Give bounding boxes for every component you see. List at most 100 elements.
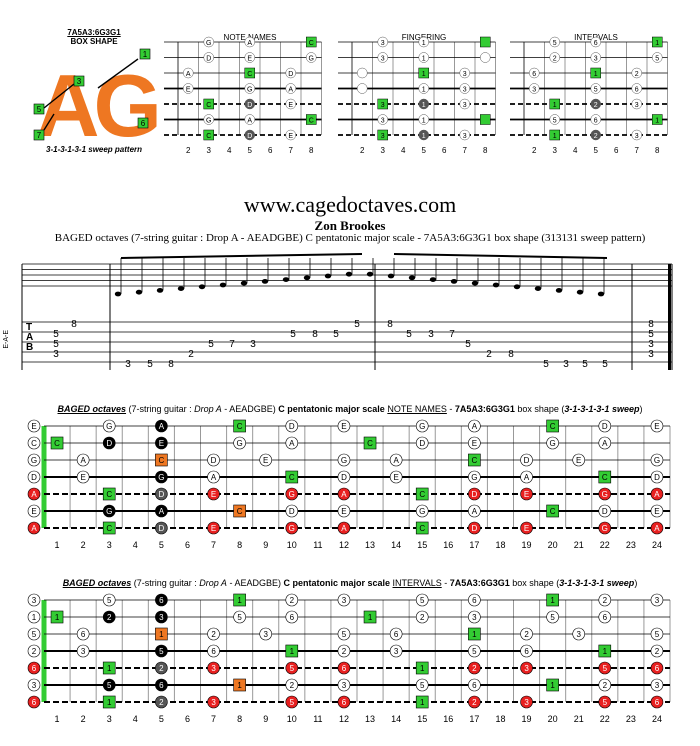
note-marker (415, 504, 429, 518)
mini-label: D (206, 56, 211, 63)
note-marker (233, 436, 246, 450)
note-marker (468, 695, 481, 709)
note-marker (389, 470, 403, 484)
note-marker (102, 436, 116, 450)
mini-label: 5 (655, 56, 659, 63)
note-label: 3 (655, 681, 660, 690)
note-label: E (524, 524, 529, 533)
title-pattern: 3-1-3-1-3-1 sweep (559, 578, 635, 588)
note-head (387, 273, 395, 279)
note-marker (285, 521, 299, 535)
note-label: C (54, 439, 60, 448)
tab-number: 8 (168, 359, 174, 370)
mini-fret-number: 4 (573, 146, 578, 155)
note-label: 5 (603, 664, 608, 673)
note-head (492, 282, 500, 288)
mini-fret-number: 2 (186, 146, 191, 155)
note-label: 5 (420, 596, 425, 605)
note-marker (415, 436, 429, 450)
note-label: 6 (472, 681, 477, 690)
note-head (303, 275, 311, 281)
note-head (534, 286, 542, 291)
note-label: D (471, 490, 477, 499)
mini-marker (306, 114, 317, 125)
logo-arrow (43, 113, 55, 131)
note-marker (598, 678, 612, 692)
open-string-marker (27, 487, 41, 501)
note-marker (285, 644, 299, 658)
note-label: 5 (655, 630, 660, 639)
mini-marker (285, 83, 296, 94)
note-marker (102, 593, 116, 607)
mini-label: 1 (594, 71, 598, 78)
mini-marker (631, 67, 642, 79)
note-head (576, 289, 584, 295)
note-head (114, 291, 122, 297)
note-marker (468, 504, 481, 518)
mini-label: 5 (553, 40, 557, 47)
tab-number: 5 (354, 319, 360, 330)
mini-marker (203, 36, 214, 48)
title-text: - AEADGBE) (221, 404, 279, 414)
note-marker (598, 695, 612, 709)
mini-label: A (186, 71, 191, 78)
fret-number: 10 (287, 714, 297, 724)
note-marker (650, 644, 664, 658)
mini-marker (244, 36, 255, 48)
mini-label: 2 (553, 56, 557, 63)
open-string-label: E (31, 507, 36, 516)
note-label: A (524, 473, 530, 482)
note-label: C (106, 524, 112, 533)
title-text: (7-string guitar : (131, 578, 200, 588)
fret-number: 20 (548, 540, 558, 550)
note-marker (650, 453, 664, 467)
mini-marker (244, 114, 255, 125)
note-marker (102, 678, 116, 692)
mini-label: 6 (532, 71, 536, 78)
fret-number: 10 (287, 540, 297, 550)
note-marker (76, 453, 90, 467)
fret-number: 12 (339, 540, 349, 550)
mini-marker (590, 98, 601, 110)
fret-number: 21 (574, 540, 584, 550)
note-marker (389, 453, 403, 467)
mini-fret-number: 8 (483, 146, 488, 155)
note-label: E (80, 473, 85, 482)
open-string-marker (27, 593, 41, 607)
fret-number: 22 (600, 714, 610, 724)
note-marker (337, 593, 351, 607)
note-marker (102, 487, 116, 501)
mini-label: 3 (463, 71, 467, 78)
note-label: A (341, 490, 347, 499)
title-scale: C pentatonic major scale (283, 578, 390, 588)
note-marker (76, 470, 90, 484)
note-label: 1 (420, 698, 425, 707)
note-label: 3 (576, 630, 581, 639)
mini-fret-number: 2 (532, 146, 537, 155)
note-label: 3 (263, 630, 268, 639)
note-marker (363, 436, 377, 450)
note-marker (285, 436, 299, 450)
tab-letter: A (26, 332, 33, 343)
ag-logo-text: AG (36, 56, 157, 154)
note-marker (546, 593, 559, 607)
note-label: G (654, 456, 660, 465)
note-label: 1 (237, 596, 242, 605)
note-label: D (289, 422, 295, 431)
note-marker (207, 470, 220, 484)
mini-label: 2 (594, 133, 598, 140)
title-drop: Drop A (199, 578, 227, 588)
fret-number: 13 (365, 540, 375, 550)
mini-fret-number: 2 (360, 146, 365, 155)
mini-label: C (206, 102, 211, 109)
fret-number: 11 (313, 714, 322, 724)
tab-number: 5 (648, 329, 654, 340)
mini-fret-number: 3 (381, 146, 386, 155)
mini-marker (418, 83, 429, 94)
fret-number: 6 (185, 540, 190, 550)
note-label: G (237, 439, 243, 448)
note-marker (598, 419, 612, 433)
mini-marker (183, 67, 194, 79)
mini-marker (306, 52, 317, 63)
